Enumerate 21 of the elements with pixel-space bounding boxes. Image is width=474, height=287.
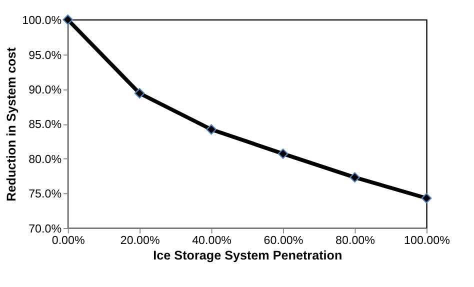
x-tick-label: 80.00% <box>336 234 375 248</box>
x-tick-label: 60.00% <box>264 234 304 248</box>
point <box>421 193 432 204</box>
y-tick-label: 70.0% <box>28 222 62 236</box>
x-tick-label: 0.00% <box>52 234 85 248</box>
x-tick-label: 40.00% <box>192 234 232 248</box>
point <box>350 172 360 183</box>
y-tick-label: 85.0% <box>28 118 62 132</box>
y-tick-label: 90.0% <box>28 83 62 96</box>
y-tick-label: 80.0% <box>28 152 62 166</box>
point <box>278 148 288 159</box>
y-tick-label: 100.0% <box>22 14 62 28</box>
y-tick-label: 75.0% <box>28 188 62 201</box>
x-tick-label: 20.00% <box>120 234 160 248</box>
point <box>62 14 74 25</box>
point <box>206 124 216 135</box>
point <box>134 88 145 98</box>
y-axis-title: Reduction in System cost <box>4 46 18 202</box>
x-tick-label: 100.00% <box>404 234 450 248</box>
y-tick-label: 95.0% <box>28 48 62 62</box>
x-axis-title: Ice Storage System Penetration <box>153 248 342 263</box>
